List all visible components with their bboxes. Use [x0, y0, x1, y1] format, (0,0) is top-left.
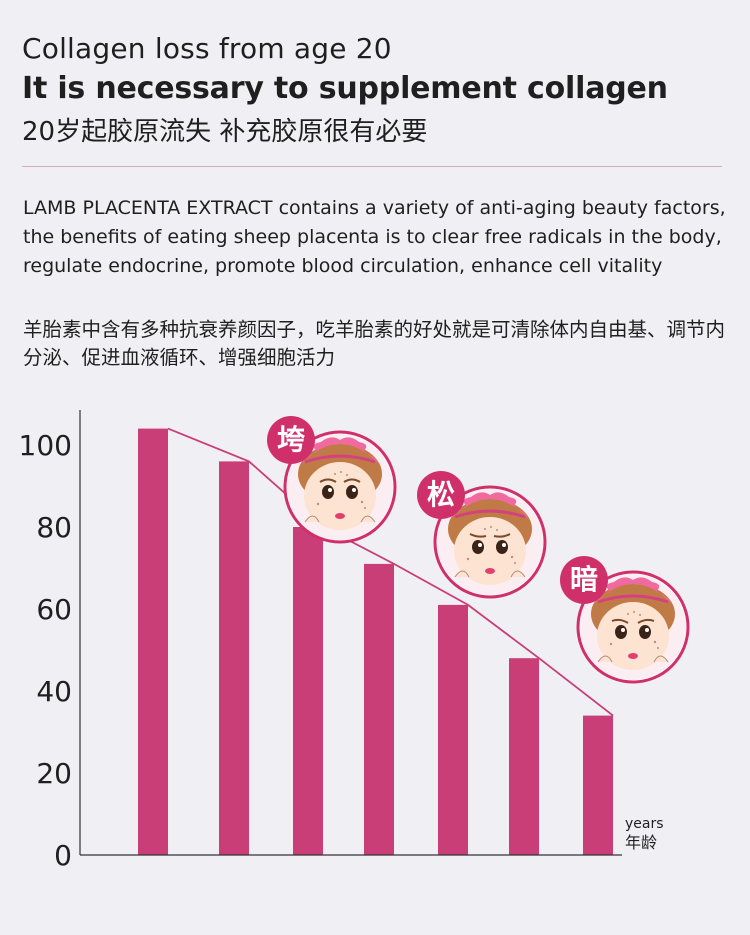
collagen-chart: 0 20 40 60 80 100 years 年龄 垮 — [0, 400, 750, 880]
badge-label-3: 暗 — [560, 556, 608, 604]
y-tick-20: 20 — [36, 757, 72, 790]
description-english: LAMB PLACENTA EXTRACT contains a variety… — [23, 197, 726, 277]
y-tick-60: 60 — [36, 593, 72, 626]
divider — [22, 166, 722, 167]
y-tick-100: 100 — [19, 429, 72, 462]
badge-label-1: 垮 — [267, 416, 315, 464]
headline-bold: It is necessary to supplement collagen — [22, 71, 668, 106]
bar-6 — [509, 658, 539, 855]
title-chinese: 20岁起胶原流失 补充胶原很有必要 — [22, 117, 428, 147]
face-badge-1: 垮 — [267, 416, 397, 544]
bars-group — [138, 428, 613, 855]
trend-line — [167, 427, 614, 717]
x-axis-label-cn: 年龄 — [625, 833, 657, 852]
bar-4 — [364, 563, 394, 855]
y-tick-40: 40 — [36, 675, 72, 708]
bar-1 — [138, 428, 168, 855]
bar-5 — [438, 604, 468, 855]
y-tick-labels: 0 20 40 60 80 100 — [19, 429, 72, 872]
badge-label-2: 松 — [417, 471, 465, 519]
chart-svg: 0 20 40 60 80 100 years 年龄 — [19, 410, 664, 872]
bar-2 — [219, 461, 249, 855]
face-badge-3: 暗 — [560, 556, 690, 684]
x-axis-label: years — [625, 816, 664, 832]
bar-7 — [583, 715, 613, 855]
y-tick-80: 80 — [36, 511, 72, 544]
y-tick-0: 0 — [54, 839, 72, 872]
header: Collagen loss from age 20 It is necessar… — [22, 30, 728, 151]
title-english: Collagen loss from age 20 — [22, 32, 392, 65]
face-badge-2: 松 — [417, 471, 547, 599]
description-chinese: 羊胎素中含有多种抗衰养颜因子，吃羊胎素的好处就是可清除体内自由基、调节内分泌、促… — [23, 318, 726, 369]
bar-3 — [293, 527, 323, 855]
